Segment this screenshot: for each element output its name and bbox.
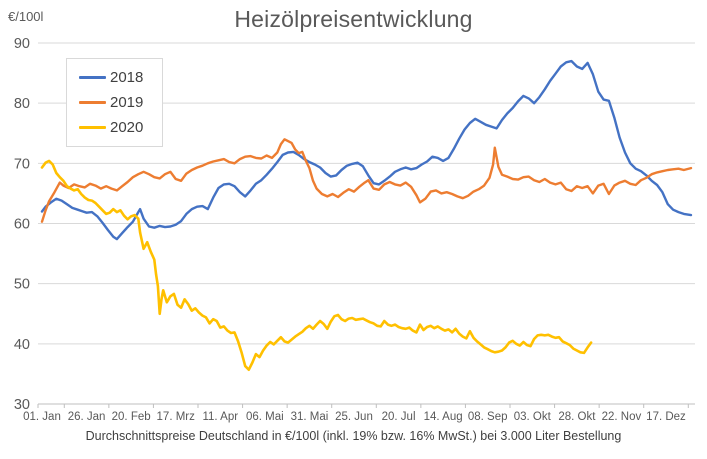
y-tick-label-50: 50 <box>14 277 30 293</box>
y-tick-label-30: 30 <box>14 397 30 413</box>
y-axis-unit-label: €/100l <box>8 9 44 24</box>
x-tick-label-26Jan: 26. Jan <box>68 411 106 423</box>
legend-label-2020: 2020 <box>110 119 144 136</box>
series-line-2019 <box>40 138 693 223</box>
series-line-2018 <box>40 59 693 241</box>
legend-line-swatch-2020 <box>79 126 106 129</box>
x-tick-label-14Aug: 14. Aug <box>424 411 463 423</box>
y-tick-label-70: 70 <box>14 156 30 172</box>
x-tick-label-17Mrz: 17. Mrz <box>157 411 196 423</box>
x-tick-label-22Nov: 22. Nov <box>602 411 642 423</box>
x-tick-label-28Okt: 28. Okt <box>558 411 596 423</box>
x-tick-label-31Mai: 31. Mai <box>291 411 329 423</box>
x-tick-label-17Dez: 17. Dez <box>646 411 686 423</box>
x-tick-label-08Sep: 08. Sep <box>468 411 508 423</box>
y-tick-label-60: 60 <box>14 217 30 233</box>
x-tick-label-03Okt: 03. Okt <box>514 411 552 423</box>
legend-line-swatch-2019 <box>79 101 106 104</box>
legend-item-2020: 2020 <box>79 119 162 136</box>
legend-item-2018: 2018 <box>79 69 162 86</box>
legend-label-2018: 2018 <box>110 69 144 86</box>
x-tick-label-01Jan: 01. Jan <box>23 411 61 423</box>
legend-label-2019: 2019 <box>110 94 144 111</box>
x-tick-label-06Mai: 06. Mai <box>246 411 284 423</box>
x-tick-label-20Jul: 20. Jul <box>382 411 416 423</box>
x-tick-label-20Feb: 20. Feb <box>112 411 151 423</box>
x-tick-label-11Apr: 11. Apr <box>202 411 238 423</box>
legend-line-swatch-2018 <box>79 76 106 79</box>
y-tick-label-80: 80 <box>14 96 30 112</box>
legend-item-2019: 2019 <box>79 94 162 111</box>
chart-title: Heizölpreisentwicklung <box>234 6 473 32</box>
chart-caption: Durchschnittspreise Deutschland in €/100… <box>85 429 622 443</box>
series-line-2020 <box>40 159 593 372</box>
legend: 2018 2019 2020 <box>66 58 163 147</box>
x-tick-label-25Jun: 25. Jun <box>335 411 373 423</box>
y-tick-label-40: 40 <box>14 337 30 353</box>
y-tick-label-90: 90 <box>14 36 30 52</box>
